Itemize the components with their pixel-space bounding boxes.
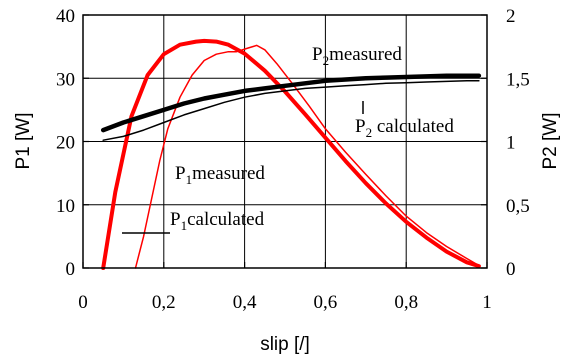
p2-calculated-label-rest: calculated xyxy=(372,116,454,137)
series-line-3 xyxy=(100,73,482,133)
series-line-1 xyxy=(101,38,481,270)
grid xyxy=(83,15,487,268)
y-left-tick-label: 30 xyxy=(56,69,75,90)
p2-measured-label: P2measured xyxy=(312,44,402,68)
p1-measured-label-rest: measured xyxy=(192,163,265,184)
y-axis-left-label: P1 [W] xyxy=(13,112,34,169)
p2-calculated-label-main: P xyxy=(355,116,366,137)
y-right-tick-label: 0 xyxy=(506,259,516,280)
y-left-tick-label: 10 xyxy=(56,196,75,217)
x-tick-label: 0,4 xyxy=(233,292,257,313)
x-tick-label: 0,2 xyxy=(152,292,176,313)
p1-calculated-label: P1calculated xyxy=(170,209,265,233)
y-left-tick-label: 40 xyxy=(56,6,75,27)
x-tick-label: 0,6 xyxy=(314,292,338,313)
p1-calculated-label-rest: calculated xyxy=(187,209,265,230)
y-right-tick-label: 1,5 xyxy=(506,69,530,90)
p1-calculated-label-main: P xyxy=(170,209,181,230)
p2-measured-label-main: P xyxy=(312,44,323,65)
p2-calculated-label-sub: 2 xyxy=(366,125,373,140)
p2-measured-label-rest: measured xyxy=(329,44,402,65)
p1-measured-label: P1measured xyxy=(175,163,265,187)
y-left-tick-label: 20 xyxy=(56,133,75,154)
series-line-4 xyxy=(102,80,480,141)
y-left-tick-label: 0 xyxy=(66,259,76,280)
p1-measured-label-sub: 1 xyxy=(186,172,193,187)
x-axis-label: slip [/] xyxy=(260,334,310,355)
y-right-tick-label: 1 xyxy=(506,133,516,154)
p1-calculated-label-sub: 1 xyxy=(181,218,188,233)
series-layer xyxy=(100,38,482,270)
x-tick-label: 0,8 xyxy=(394,292,418,313)
x-tick-label: 1 xyxy=(482,292,492,313)
series-line-2 xyxy=(134,44,480,269)
x-tick-label: 0 xyxy=(78,292,88,313)
p1-measured-label-main: P xyxy=(175,163,186,184)
y-right-tick-label: 2 xyxy=(506,6,516,27)
p2-measured-label-sub: 2 xyxy=(323,53,330,68)
p2-calculated-label: P2 calculated xyxy=(355,116,454,140)
plot-frame xyxy=(82,14,488,269)
y-right-tick-label: 0,5 xyxy=(506,196,530,217)
y-axis-right-label: P2 [W] xyxy=(540,112,561,169)
